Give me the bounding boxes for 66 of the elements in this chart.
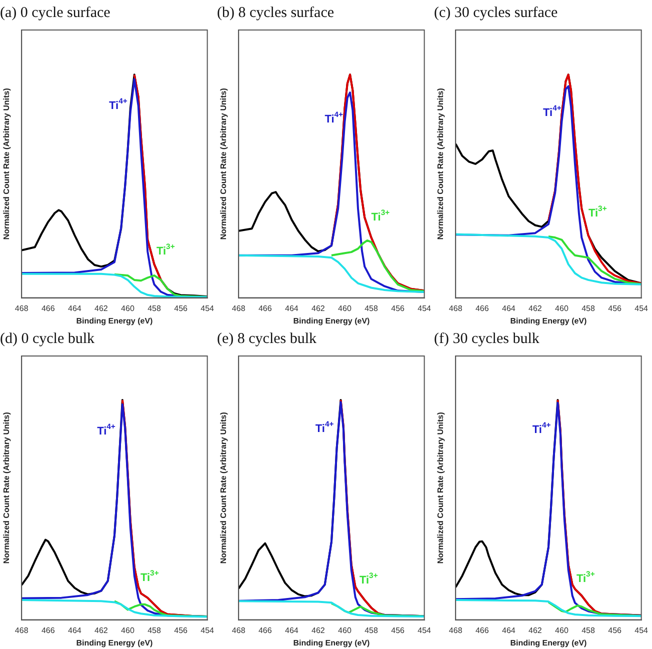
x-tick-label: 468 [448,304,463,313]
chart-title: (d) 0 cycle bulk [0,330,96,347]
x-tick-label: 456 [174,626,188,635]
x-tick-label: 462 [312,626,326,635]
x-tick-label: 454 [200,304,215,313]
chart-title: (b) 8 cycles surface [217,4,334,21]
x-axis-title: Binding Energy (eV) [76,638,154,648]
y-axis-title: Normalized Count Rate (Arbitrary Units) [2,88,12,240]
x-tick-label: 456 [608,626,622,635]
x-tick-label: 462 [94,304,108,313]
x-axis-title: Binding Energy (eV) [293,638,370,648]
x-tick-label: 462 [528,304,542,313]
chart-title: (a) 0 cycle surface [0,4,111,21]
x-tick-label: 468 [14,304,29,313]
x-tick-label: 456 [391,304,406,313]
x-tick-label: 458 [364,626,378,635]
x-tick-label: 468 [448,626,463,635]
x-axis-title: Binding Energy (eV) [510,316,588,326]
x-tick-label: 466 [258,626,272,635]
x-tick-label: 458 [582,626,596,635]
x-tick-label: 464 [502,626,516,635]
y-axis-title: Normalized Count Rate (Arbitrary Units) [219,412,228,564]
x-tick-label: 454 [418,304,432,313]
x-tick-label: 460 [121,626,135,635]
x-tick-label: 454 [418,626,432,635]
x-tick-label: 462 [94,626,108,635]
x-tick-label: 458 [148,304,162,313]
x-tick-label: 466 [258,304,272,313]
x-axis-title: Binding Energy (eV) [76,316,154,326]
x-tick-label: 454 [634,304,649,313]
chart-title: (c) 30 cycles surface [434,4,558,21]
y-axis-title: Normalized Count Rate (Arbitrary Units) [436,412,446,564]
y-axis-title: Normalized Count Rate (Arbitrary Units) [436,88,446,240]
x-tick-label: 466 [475,304,490,313]
x-tick-label: 464 [284,304,299,313]
x-tick-label: 464 [68,626,82,635]
x-tick-label: 458 [148,626,162,635]
x-tick-label: 460 [338,626,352,635]
x-tick-label: 456 [174,304,188,313]
chart-title: (e) 8 cycles bulk [217,330,318,347]
x-tick-label: 464 [68,304,82,313]
x-tick-label: 454 [200,626,215,635]
x-tick-label: 468 [232,304,246,313]
x-tick-label: 460 [555,304,569,313]
x-tick-label: 462 [312,304,326,313]
x-tick-label: 466 [41,304,56,313]
x-tick-label: 458 [582,304,596,313]
x-tick-label: 460 [121,304,135,313]
x-tick-label: 456 [608,304,622,313]
x-axis-title: Binding Energy (eV) [510,638,588,648]
x-tick-label: 464 [284,626,299,635]
x-tick-label: 468 [232,626,246,635]
x-tick-label: 454 [634,626,649,635]
x-tick-label: 464 [502,304,516,313]
x-tick-label: 466 [41,626,56,635]
y-axis-title: Normalized Count Rate (Arbitrary Units) [2,412,12,564]
chart-title: (f) 30 cycles bulk [434,330,540,347]
x-tick-label: 456 [391,626,406,635]
x-tick-label: 468 [14,626,29,635]
x-tick-label: 462 [528,626,542,635]
y-axis-title: Normalized Count Rate (Arbitrary Units) [219,88,228,240]
x-tick-label: 460 [338,304,352,313]
x-tick-label: 466 [475,626,490,635]
x-tick-label: 460 [555,626,569,635]
x-tick-label: 458 [364,304,378,313]
x-axis-title: Binding Energy (eV) [293,316,370,326]
